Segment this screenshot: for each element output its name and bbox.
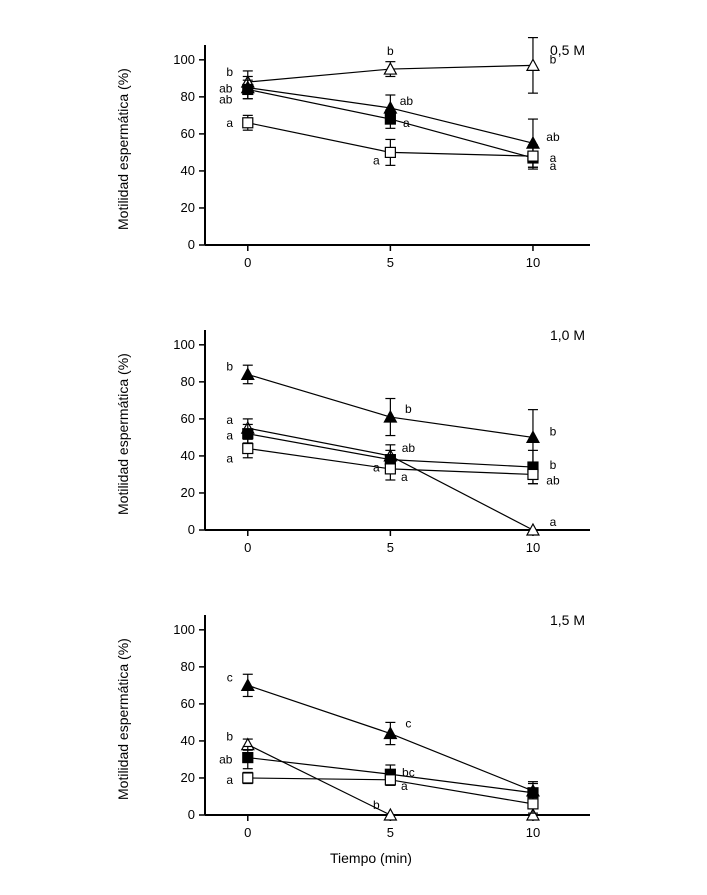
significance-label: b [405,402,412,416]
significance-label: ab [400,94,414,108]
chart-panel-1-0m: 02040608010005101,0 Mbbbaabaaabaaab [150,320,600,560]
significance-label: ab [219,753,233,767]
y-tick-label: 60 [181,411,195,426]
x-tick-label: 0 [244,255,251,270]
y-tick-label: 80 [181,374,195,389]
y-tick-label: 0 [188,237,195,252]
significance-label: a [401,779,408,793]
significance-label: b [550,458,557,472]
significance-label: a [226,452,233,466]
y-tick-label: 40 [181,733,195,748]
y-tick-label: 60 [181,696,195,711]
y-tick-label: 20 [181,200,195,215]
y-tick-label: 80 [181,89,195,104]
y-axis-label-1: Motilidad espermática (%) [115,353,131,515]
x-tick-label: 0 [244,540,251,555]
figure-page: { "figure": { "background_color": "#ffff… [0,0,707,895]
significance-label: c [227,670,233,684]
significance-label: ab [546,473,560,487]
panel-title: 1,0 M [550,327,585,343]
y-tick-label: 0 [188,522,195,537]
significance-label: ab [219,92,233,106]
x-tick-label: 5 [387,540,394,555]
significance-label: b [550,424,557,438]
significance-label: a [226,116,233,130]
significance-label: b [226,359,233,373]
significance-label: a [550,159,557,173]
chart-panel-1-5m: 02040608010005101,5 Mccbbabbcaa [150,605,600,845]
y-tick-label: 100 [173,622,195,637]
significance-label: ab [546,130,560,144]
significance-label: a [226,429,233,443]
significance-label: a [226,773,233,787]
x-tick-label: 10 [526,825,540,840]
y-tick-label: 100 [173,52,195,67]
significance-label: bc [402,765,415,779]
significance-label: a [550,515,557,529]
significance-label: a [373,153,380,167]
chart-panel-0-5m: 02040608010005100,5 Mbbbababababaaaaa [150,35,600,275]
y-tick-label: 20 [181,485,195,500]
x-tick-label: 5 [387,825,394,840]
x-tick-label: 10 [526,540,540,555]
y-axis-label-0: Motilidad espermática (%) [115,68,131,230]
significance-label: b [226,730,233,744]
y-tick-label: 40 [181,163,195,178]
panel-title: 1,5 M [550,612,585,628]
significance-label: b [550,52,557,66]
significance-label: b [373,798,380,812]
y-tick-label: 0 [188,807,195,822]
y-tick-label: 100 [173,337,195,352]
x-axis-label: Tiempo (min) [330,850,412,866]
significance-label: b [387,44,394,58]
x-tick-label: 0 [244,825,251,840]
x-tick-label: 10 [526,255,540,270]
significance-label: a [401,470,408,484]
y-tick-label: 60 [181,126,195,141]
y-axis-label-2: Motilidad espermática (%) [115,638,131,800]
y-tick-label: 80 [181,659,195,674]
y-tick-label: 40 [181,448,195,463]
significance-label: b [226,65,233,79]
significance-label: ab [402,441,416,455]
significance-label: c [405,717,411,731]
significance-label: a [403,116,410,130]
y-tick-label: 20 [181,770,195,785]
x-tick-label: 5 [387,255,394,270]
significance-label: a [226,413,233,427]
